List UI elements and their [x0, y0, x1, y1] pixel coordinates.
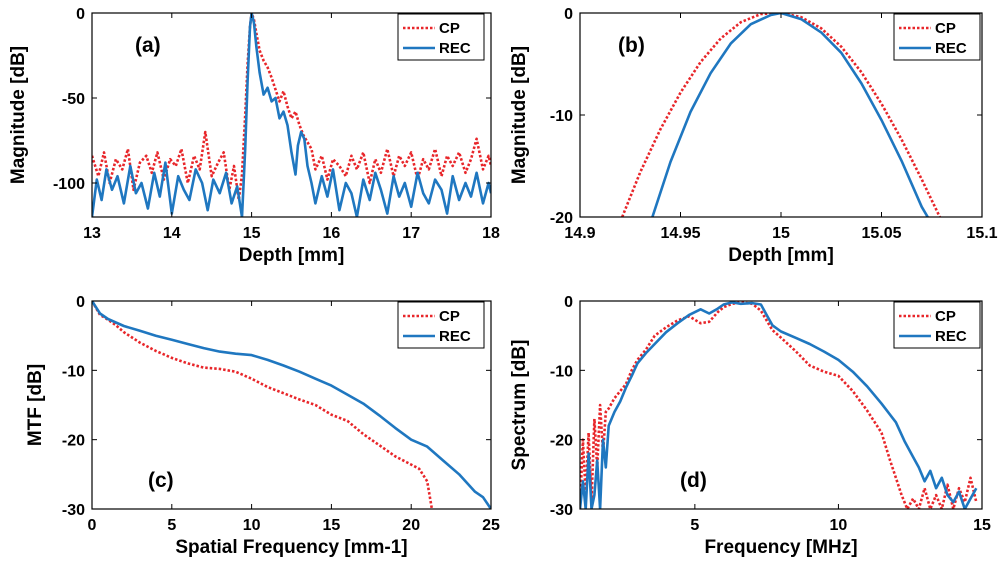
legend-label-cp: CP	[935, 308, 956, 325]
axes-box	[91, 12, 492, 218]
panel-label: (d)	[680, 469, 707, 492]
panel-d: 5 10 15 0 -10 -20 -30 Frequency [MHz] Spectrum […	[509, 294, 991, 558]
x-tick-label: 0	[88, 517, 97, 534]
series-line-cp	[92, 301, 434, 509]
x-tick-label: 14.9	[564, 225, 595, 242]
x-tick-label: 10	[243, 517, 261, 534]
axes-box	[91, 300, 492, 510]
legend: CP REC	[893, 13, 981, 61]
panel-c: 0 5 10 15 20 25 0 -10 -20 -30 Spatial Frequency [m…	[25, 294, 500, 558]
legend-label-cp: CP	[935, 20, 956, 37]
series-line-cp	[620, 13, 941, 217]
legend-box	[397, 301, 485, 349]
x-tick-label: 15	[243, 225, 261, 242]
x-tick-label: 17	[402, 225, 420, 242]
y-tick-label: -10	[550, 363, 573, 380]
legend: CP REC	[397, 13, 485, 61]
legend-label-rec: REC	[935, 40, 967, 57]
x-tick-label: 13	[83, 225, 101, 242]
x-tick-label: 10	[830, 517, 848, 534]
y-tick-label: -10	[62, 363, 85, 380]
x-axis-label: Depth [mm]	[728, 245, 834, 266]
x-axis-label: Spatial Frequency [mm-1]	[175, 537, 407, 558]
x-tick-label: 18	[482, 225, 500, 242]
legend-label-cp: CP	[439, 20, 460, 37]
legend: CP REC	[397, 301, 485, 349]
x-tick-label: 16	[323, 225, 341, 242]
y-tick-label: -20	[62, 433, 85, 450]
x-tick-label: 15.1	[966, 225, 997, 242]
x-tick-label: 14	[163, 225, 181, 242]
series-line-rec	[580, 301, 978, 509]
x-tick-label: 15	[973, 517, 991, 534]
y-tick-label: -30	[62, 502, 85, 519]
x-tick-label: 15	[772, 225, 790, 242]
panel-label: (b)	[618, 34, 645, 57]
panel-label: (a)	[135, 34, 161, 57]
y-tick-label: -30	[550, 502, 573, 519]
y-tick-label: -20	[550, 433, 573, 450]
x-tick-label: 14.95	[660, 225, 700, 242]
x-tick-label: 15.05	[861, 225, 901, 242]
x-tick-label: 15	[323, 517, 341, 534]
series-line-rec	[92, 13, 491, 217]
axes-box	[579, 300, 983, 510]
series-line-rec	[92, 301, 491, 509]
y-axis-label: Magnitude [dB]	[509, 46, 530, 184]
x-tick-label: 5	[690, 517, 699, 534]
legend-box	[893, 301, 981, 349]
y-axis-label: MTF [dB]	[25, 364, 46, 446]
y-tick-label: -20	[550, 210, 573, 227]
y-tick-label: -50	[62, 91, 85, 108]
x-axis-label: Depth [mm]	[239, 245, 345, 266]
legend-box	[893, 13, 981, 61]
y-tick-label: 0	[76, 6, 85, 23]
legend-box	[397, 13, 485, 61]
y-tick-label: 0	[564, 6, 573, 23]
x-axis-label: Frequency [MHz]	[704, 537, 857, 558]
y-tick-label: 0	[76, 294, 85, 311]
y-tick-label: -100	[53, 176, 85, 193]
y-axis-label: Magnitude [dB]	[8, 46, 29, 184]
y-axis-label: Spectrum [dB]	[509, 340, 530, 471]
legend-label-cp: CP	[439, 308, 460, 325]
x-tick-label: 25	[482, 517, 500, 534]
legend-label-rec: REC	[935, 328, 967, 345]
panel-b: 14.9 14.95 15 15.05 15.1 0 -10 -20 Depth [mm] Mag…	[509, 6, 998, 266]
legend: CP REC	[893, 301, 981, 349]
panel-label: (c)	[148, 469, 174, 492]
series-line-rec	[651, 13, 929, 217]
legend-label-rec: REC	[439, 328, 471, 345]
legend-label-rec: REC	[439, 40, 471, 57]
x-tick-label: 5	[167, 517, 176, 534]
panel-a: 13 14 15 16 17 18 0 -50 -100 Depth [mm] Magnitude …	[8, 6, 500, 266]
y-tick-label: -10	[550, 108, 573, 125]
y-tick-label: 0	[564, 294, 573, 311]
x-tick-label: 20	[402, 517, 420, 534]
